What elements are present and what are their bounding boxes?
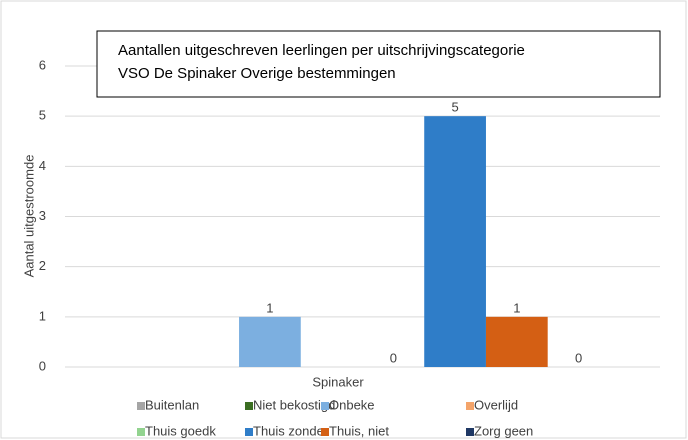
legend-swatch bbox=[466, 428, 474, 436]
y-tick-label: 2 bbox=[39, 258, 46, 273]
legend-swatch bbox=[321, 402, 329, 410]
legend-label: Overlijd bbox=[474, 397, 518, 412]
bar bbox=[485, 316, 548, 367]
chart-title: Aantallen uitgeschreven leerlingen per u… bbox=[118, 42, 525, 59]
y-tick-label: 3 bbox=[39, 208, 46, 223]
value-label: 5 bbox=[451, 100, 458, 115]
legend-swatch bbox=[245, 402, 253, 410]
chart-title: VSO De Spinaker Overige bestemmingen bbox=[118, 65, 396, 82]
title-box bbox=[96, 30, 661, 98]
legend-label: Zorg geen bbox=[474, 423, 533, 438]
y-tick-label: 4 bbox=[39, 158, 46, 173]
legend-label: Thuis, niet bbox=[329, 423, 389, 438]
value-label: 1 bbox=[513, 300, 520, 315]
bar bbox=[424, 116, 486, 368]
bar bbox=[239, 316, 301, 367]
legend-swatch bbox=[137, 402, 145, 410]
legend-label: Thuis goedk bbox=[145, 423, 216, 438]
y-tick-label: 6 bbox=[39, 57, 46, 72]
y-tick-label: 5 bbox=[39, 108, 46, 123]
y-tick-label: 0 bbox=[39, 358, 46, 373]
value-label: 1 bbox=[266, 300, 273, 315]
legend-swatch bbox=[137, 428, 145, 436]
x-axis-label: Spinaker bbox=[312, 374, 364, 389]
legend-swatch bbox=[245, 428, 253, 436]
legend-label: Onbeke bbox=[329, 397, 375, 412]
value-label: 0 bbox=[575, 350, 582, 365]
legend-label: Thuis zonder bbox=[253, 423, 329, 438]
legend-swatch bbox=[466, 402, 474, 410]
legend-swatch bbox=[321, 428, 329, 436]
legend-label: Niet bekostigd bbox=[253, 397, 335, 412]
legend-label: Buitenlan bbox=[145, 397, 199, 412]
value-label: 0 bbox=[390, 350, 397, 365]
y-axis-label: Aantal uitgestroomde bbox=[21, 155, 36, 278]
y-tick-label: 1 bbox=[39, 308, 46, 323]
